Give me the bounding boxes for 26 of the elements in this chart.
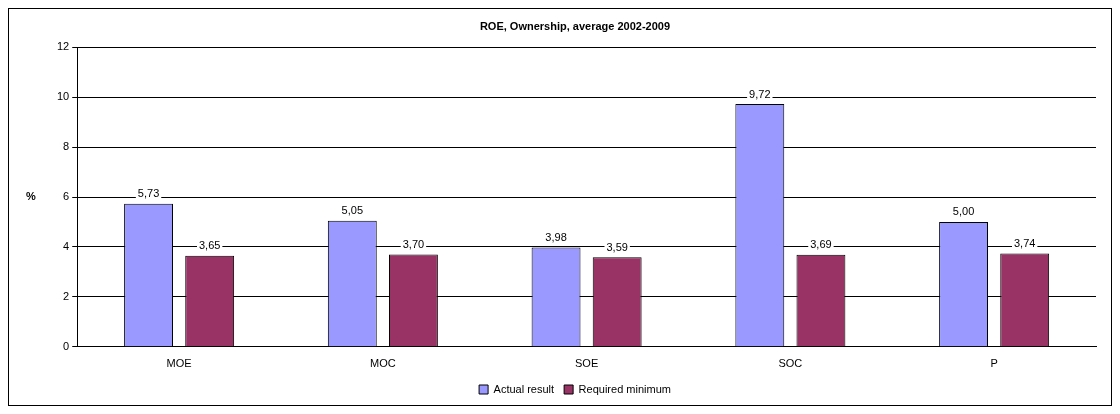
x-tick-label: MOE [166,357,192,370]
y-tick-label: 10 [56,90,70,103]
y-tick-label: 6 [63,190,70,203]
x-tick-label: P [990,357,998,370]
y-axis-title: % [26,190,37,203]
y-tick-label: 4 [63,239,70,252]
data-label: 3,98 [545,230,567,243]
data-label: 3,74 [1013,236,1036,249]
chart-title: ROE, Ownership, average 2002-2009 [479,19,671,32]
data-label: 5,73 [137,187,160,200]
data-label: 9,72 [749,87,771,100]
data-label: 3,70 [402,237,425,250]
data-label: 3,65 [198,239,221,252]
data-label: 5,05 [341,204,364,217]
data-label: 3,69 [810,238,832,251]
y-tick-label: 12 [56,40,70,53]
y-tick-label: 0 [63,339,70,352]
data-label: 3,59 [606,240,628,253]
legend-label: Actual result [493,382,555,395]
legend-label: Required minimum [578,382,671,395]
y-tick-label: 8 [63,140,70,153]
data-label: 5,00 [952,205,975,218]
y-tick-label: 2 [63,289,70,302]
x-tick-label: MOC [370,357,396,370]
x-tick-label: SOC [778,357,803,370]
x-tick-label: SOE [575,357,599,370]
